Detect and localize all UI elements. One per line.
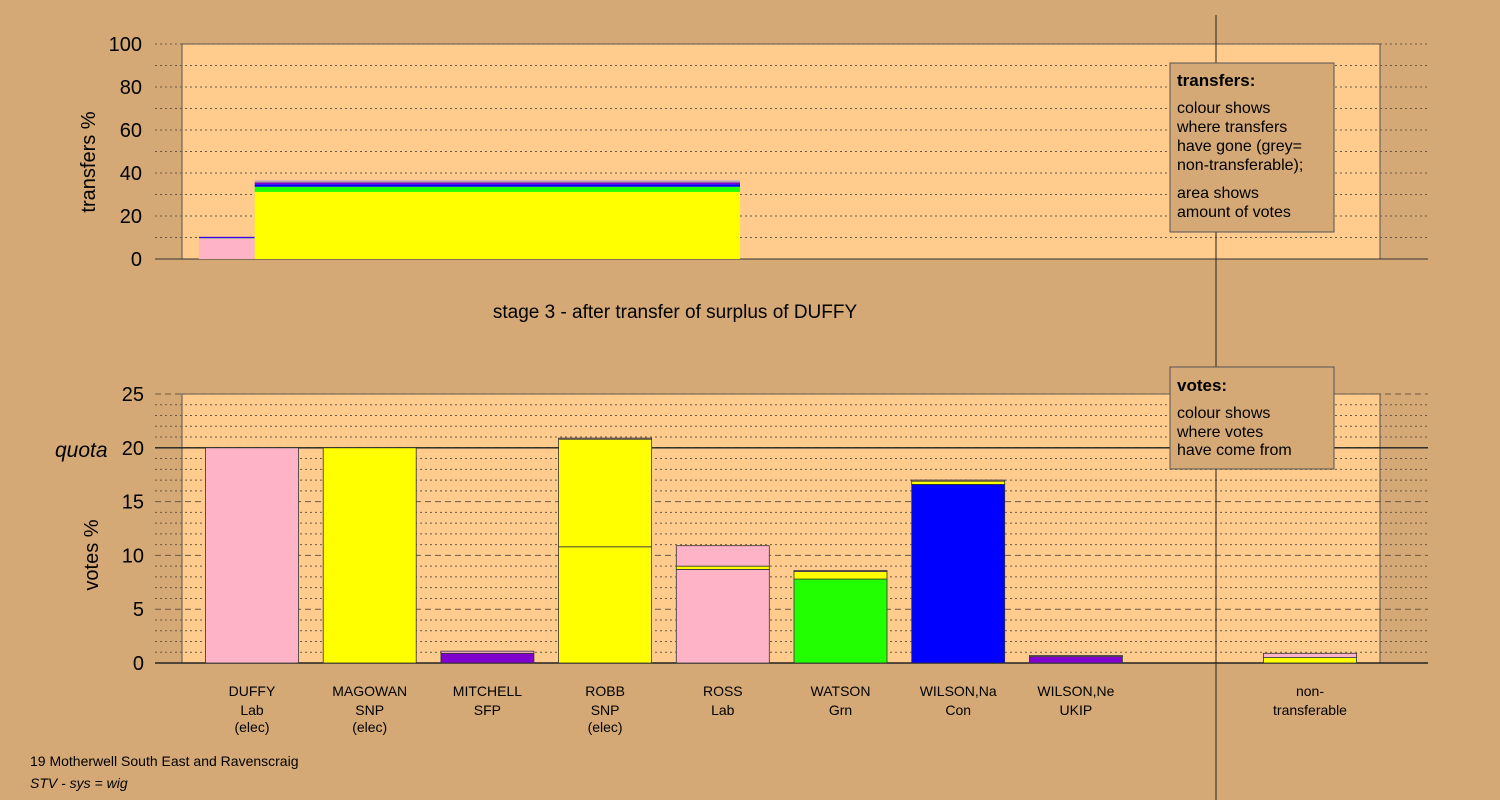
candidate-party: SNP	[591, 702, 620, 718]
vote-segment	[793, 570, 888, 572]
candidate-name: MITCHELL	[453, 683, 522, 699]
vote-segment	[793, 578, 888, 664]
transfers-y-tick-label: 20	[120, 206, 142, 228]
transfer-segment	[254, 180, 740, 183]
candidate-party: Grn	[829, 702, 852, 718]
transfer-segment	[199, 236, 255, 238]
transfers-legend: transfers: colour shows where transfers …	[1169, 62, 1335, 233]
transfers-y-ticks: 0 20 40 60 80 100	[109, 34, 142, 271]
candidate-name: DUFFY	[229, 683, 276, 699]
candidate-name: ROBB	[585, 683, 625, 699]
candidate-bar	[205, 447, 299, 664]
candidate-party: Lab	[240, 702, 264, 718]
votes-y-ticks: 0 5 10 15 20 25	[122, 384, 144, 675]
vote-segment	[911, 480, 1006, 485]
vote-segment	[1029, 655, 1123, 657]
transfers-y-tick-label: 60	[120, 120, 142, 142]
vote-segment	[793, 571, 888, 580]
transfer-segment	[254, 191, 740, 259]
transfers-y-tick-label: 0	[131, 249, 142, 271]
transfers-legend-line: have gone (grey=	[1177, 138, 1302, 155]
nontransferable-label: transferable	[1273, 702, 1347, 718]
transfers-legend-line: amount of votes	[1177, 204, 1291, 221]
votes-legend-line: have come from	[1177, 442, 1292, 459]
transfer-segment	[254, 182, 740, 185]
vote-segment	[911, 483, 1006, 664]
votes-y-axis-label: votes %	[81, 519, 103, 590]
transfers-y-axis-label: transfers %	[78, 111, 100, 212]
transfers-legend-line: colour shows	[1177, 100, 1270, 117]
stage-title: stage 3 - after transfer of surplus of D…	[493, 302, 858, 323]
candidate-elected: (elec)	[588, 719, 623, 735]
votes-legend-line: where votes	[1176, 424, 1263, 441]
votes-y-tick-label: 10	[122, 545, 144, 567]
transfers-legend-line: area shows	[1177, 185, 1259, 202]
candidate-bar	[911, 479, 1006, 664]
vote-segment	[558, 438, 652, 548]
votes-bars	[205, 437, 1357, 664]
transfers-y-tick-label: 100	[109, 34, 142, 56]
transfer-segment	[254, 184, 740, 187]
vote-segment	[322, 447, 417, 664]
transfers-bars	[199, 179, 740, 259]
transfer-segment	[199, 239, 255, 259]
votes-y-tick-label: 20	[122, 438, 144, 460]
candidate-labels: DUFFYLab(elec)MAGOWANSNP(elec)MITCHELLSF…	[229, 683, 1348, 735]
transfers-legend-line: non-transferable);	[1177, 157, 1303, 174]
candidate-party: Con	[945, 702, 971, 718]
candidate-bar	[440, 650, 535, 664]
candidate-party: Lab	[711, 702, 735, 718]
transfer-segment	[199, 237, 255, 240]
candidate-bar	[793, 570, 888, 664]
transfers-legend-title: transfers:	[1177, 71, 1255, 90]
votes-y-tick-label: 15	[122, 492, 144, 514]
transfer-bar	[199, 236, 255, 259]
candidate-name: MAGOWAN	[332, 683, 407, 699]
votes-legend-line: colour shows	[1177, 405, 1270, 422]
constituency-footer: 19 Motherwell South East and Ravenscraig	[30, 753, 298, 769]
transfers-y-tick-label: 80	[120, 77, 142, 99]
quota-label: quota	[55, 439, 108, 462]
transfers-legend-line: where transfers	[1176, 119, 1287, 136]
candidate-bar	[322, 447, 417, 664]
candidate-name: ROSS	[703, 683, 743, 699]
vote-segment	[558, 546, 652, 664]
candidate-elected: (elec)	[352, 719, 387, 735]
transfer-segment	[199, 237, 255, 238]
vote-segment	[1263, 652, 1357, 659]
transfer-segment	[254, 186, 740, 192]
candidate-party: UKIP	[1060, 702, 1093, 718]
vote-segment	[675, 568, 770, 664]
transfer-bar	[254, 179, 740, 259]
vote-segment	[675, 545, 770, 567]
candidate-bar	[558, 437, 652, 664]
nontransferable-label: non-	[1296, 683, 1324, 699]
candidate-party: SNP	[355, 702, 384, 718]
votes-legend-title: votes:	[1177, 376, 1227, 395]
candidate-name: WILSON,Ne	[1037, 683, 1114, 699]
vote-segment	[440, 652, 535, 664]
nontransferable-bar	[1263, 652, 1357, 664]
votes-y-tick-label: 25	[122, 384, 144, 406]
candidate-name: WILSON,Na	[920, 683, 997, 699]
candidate-name: WATSON	[811, 683, 871, 699]
transfers-y-tick-label: 40	[120, 163, 142, 185]
vote-segment	[558, 437, 652, 440]
votes-y-tick-label: 0	[133, 653, 144, 675]
transfer-segment	[254, 179, 740, 181]
vote-segment	[911, 479, 1006, 482]
vote-segment	[1029, 656, 1123, 664]
candidate-party: SFP	[474, 702, 501, 718]
candidate-bar	[675, 545, 770, 664]
vote-segment	[675, 565, 770, 570]
vote-segment	[205, 447, 299, 664]
votes-legend: votes: colour shows where votes have com…	[1169, 366, 1335, 470]
candidate-elected: (elec)	[234, 719, 269, 735]
vote-segment	[1263, 657, 1357, 664]
system-footer: STV - sys = wig	[30, 775, 128, 791]
candidate-bar	[1029, 655, 1123, 664]
votes-y-tick-label: 5	[133, 599, 144, 621]
vote-segment	[440, 650, 535, 654]
